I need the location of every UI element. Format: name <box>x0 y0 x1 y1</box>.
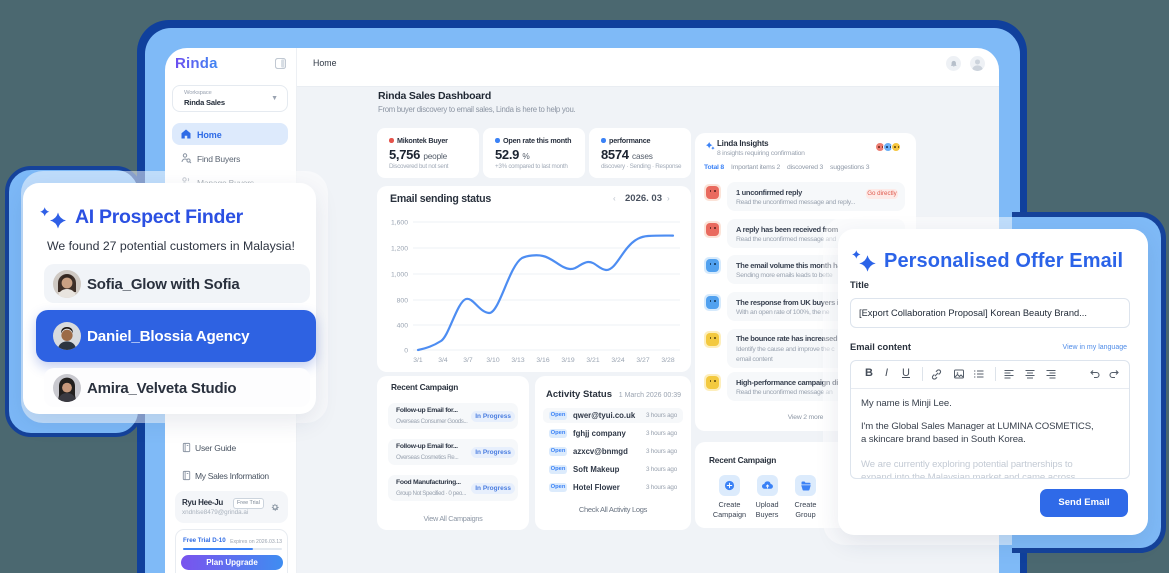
svg-text:3/16: 3/16 <box>536 357 549 364</box>
svg-text:3/19: 3/19 <box>561 357 574 364</box>
svg-text:3/13: 3/13 <box>511 357 524 364</box>
svg-text:400: 400 <box>397 323 409 330</box>
svg-text:3/28: 3/28 <box>661 357 674 364</box>
svg-text:3/7: 3/7 <box>463 357 473 364</box>
svg-text:3/10: 3/10 <box>486 357 499 364</box>
svg-text:1,000: 1,000 <box>391 272 408 279</box>
svg-text:800: 800 <box>397 298 409 305</box>
svg-text:3/4: 3/4 <box>438 357 448 364</box>
svg-text:0: 0 <box>404 348 408 355</box>
svg-text:3/1: 3/1 <box>413 357 423 364</box>
svg-text:1,200: 1,200 <box>391 246 408 253</box>
svg-text:3/24: 3/24 <box>611 357 624 364</box>
svg-text:3/21: 3/21 <box>586 357 599 364</box>
svg-text:3/27: 3/27 <box>636 357 649 364</box>
svg-text:1,600: 1,600 <box>391 220 408 227</box>
